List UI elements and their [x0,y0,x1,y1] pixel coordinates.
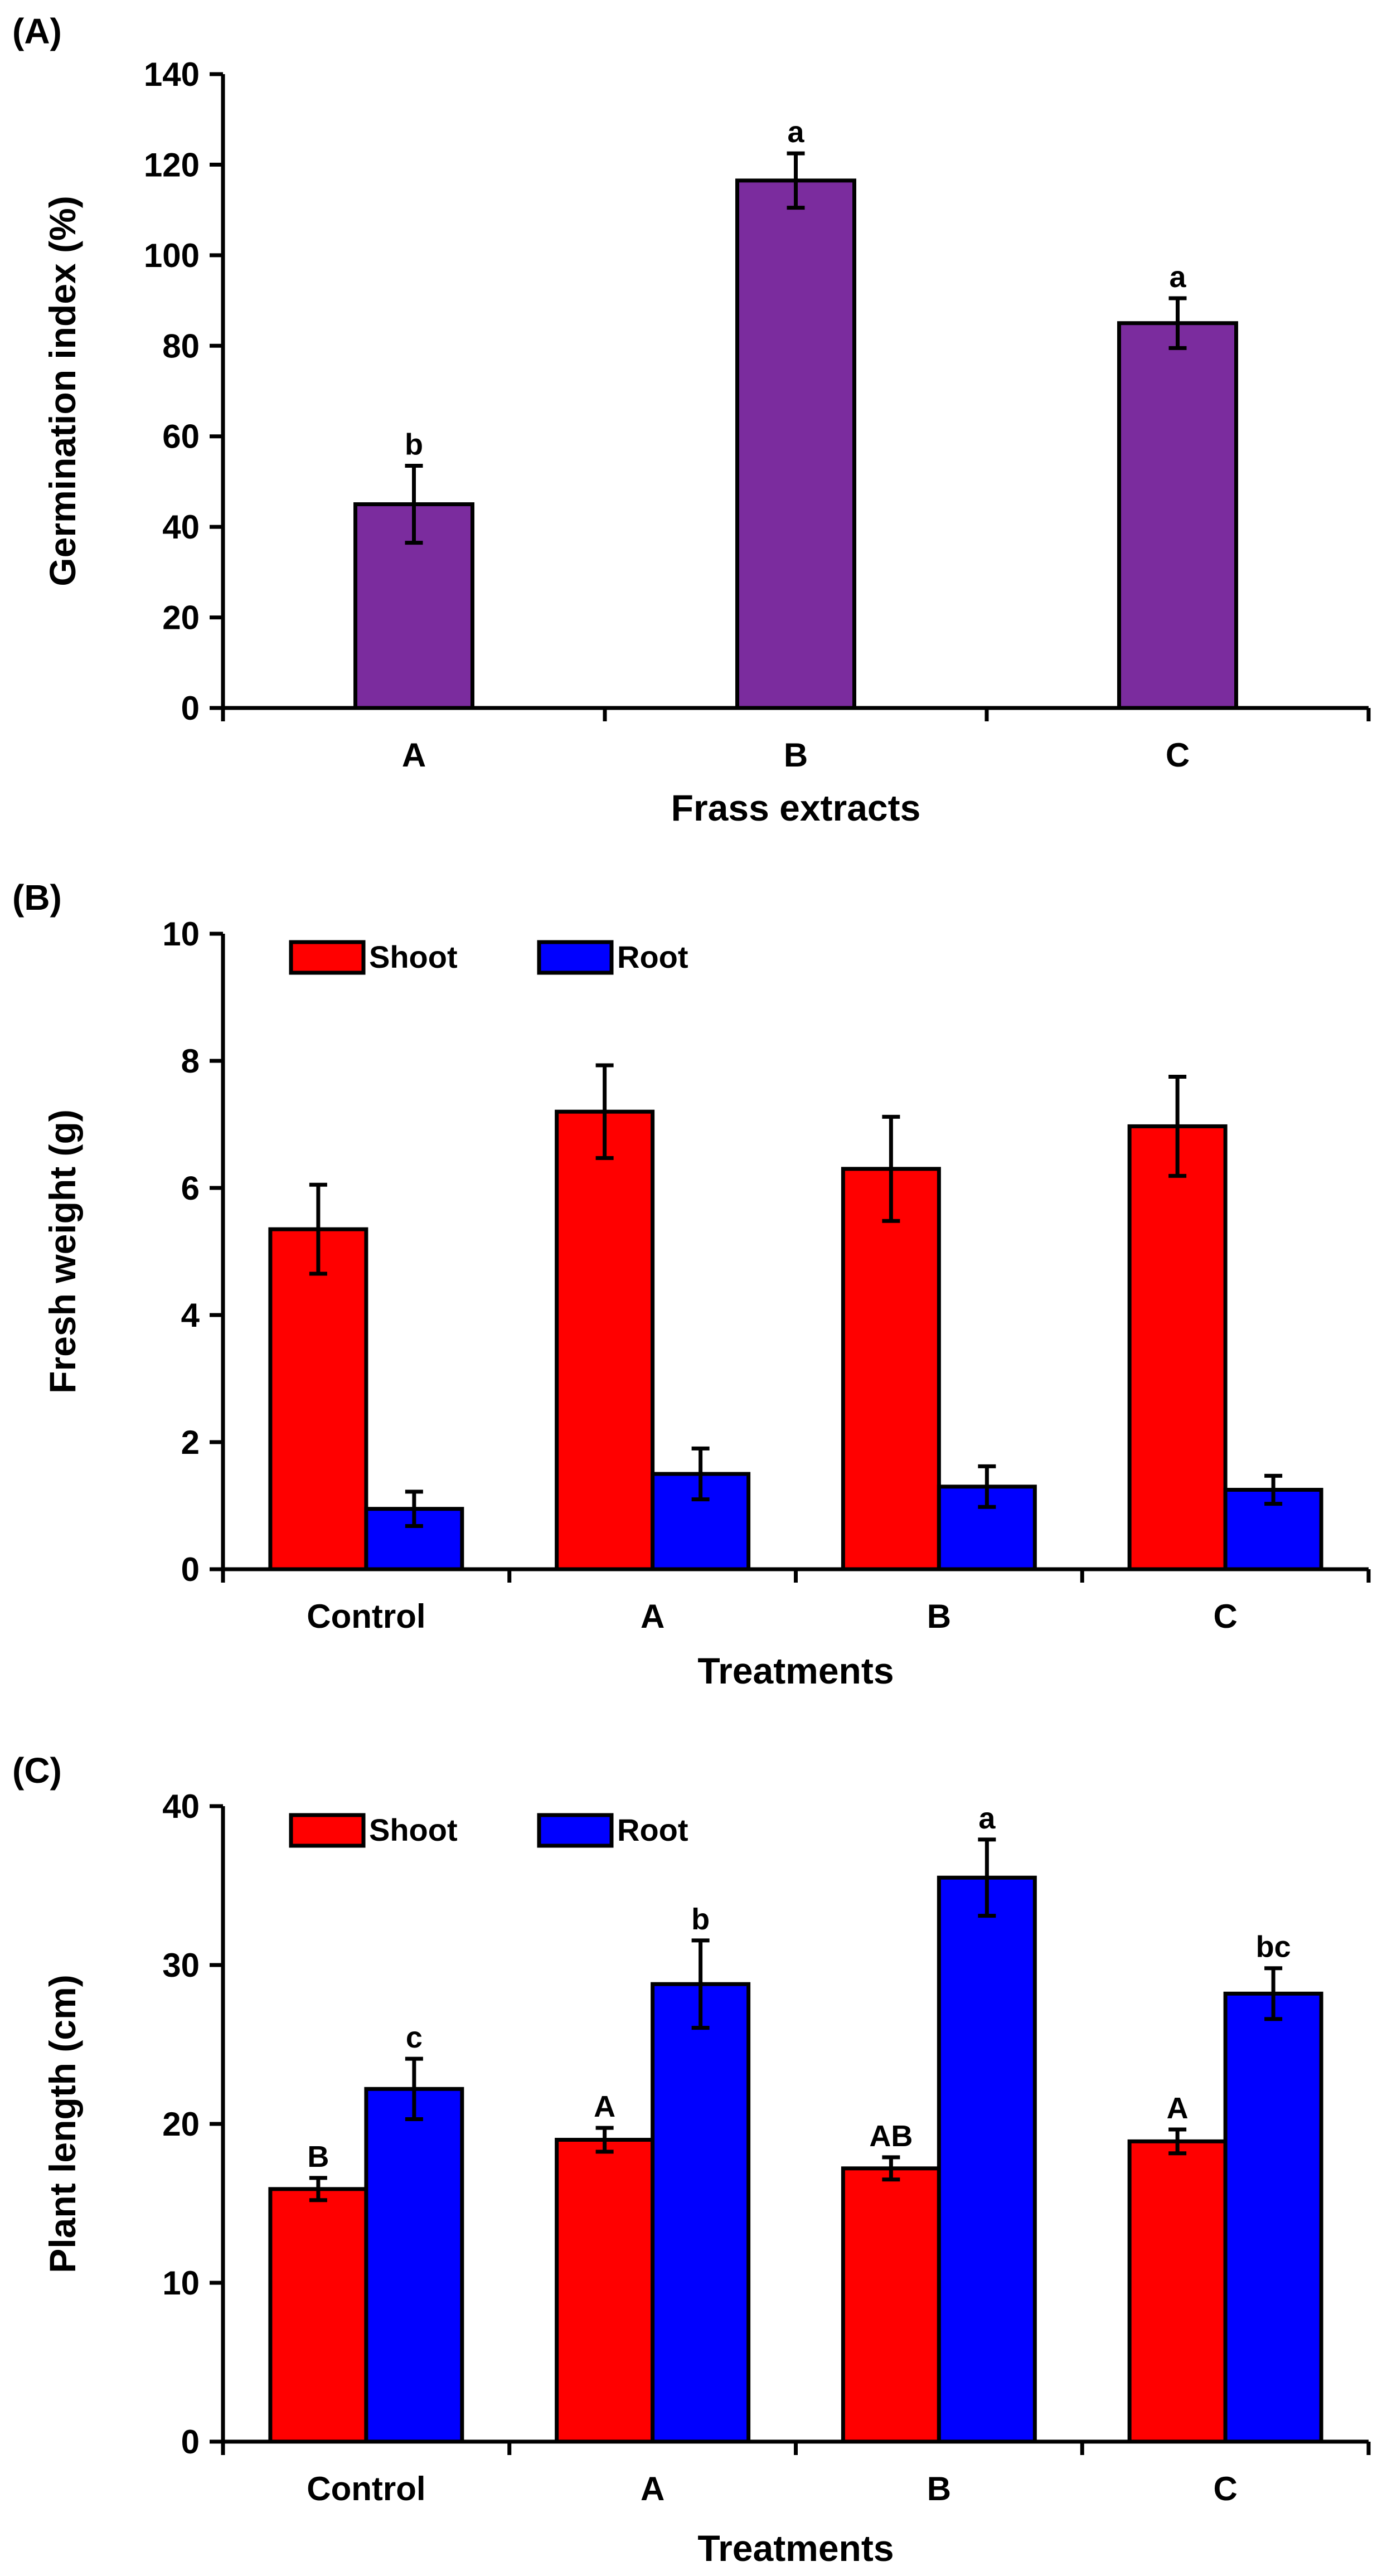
x-tick-label: B [927,2470,951,2507]
x-axis-title: Treatments [697,1650,894,1691]
bar-shoot-c [1127,2139,1228,2444]
panel-label: (A) [12,11,62,51]
bar-shoot-control [268,2187,368,2444]
y-tick-label: 40 [162,1788,200,1825]
x-tick-label: A [641,1598,665,1635]
significance-letter: b [405,428,423,462]
y-tick-label: 140 [144,56,200,93]
significance-letter: A [594,2090,615,2123]
bar-root-b [937,1875,1037,2444]
legend-label-shoot: Shoot [369,1812,458,1847]
x-axis-title: Treatments [697,2528,894,2569]
y-tick-label: 60 [162,418,200,455]
significance-letter: a [1169,260,1186,294]
legend-swatch-shoot [289,940,366,975]
significance-letter: a [978,1802,996,1835]
x-tick-label: A [641,2470,665,2507]
y-axis-title: Fresh weight (g) [42,1109,83,1394]
y-tick-label: 0 [181,1551,200,1588]
panel-a: (A) b a a 0 20 40 60 80 100 120 140 A B C Frass extract… [12,11,1371,828]
y-tick-label: 20 [162,599,200,637]
x-tick-label: Control [307,1598,425,1635]
bar-germination-index-b [735,178,856,710]
significance-letter: c [406,2021,423,2054]
significance-letter: bc [1256,1930,1291,1964]
significance-letter: AB [869,2119,913,2153]
y-tick-label: 30 [162,1947,200,1984]
y-tick-label: 10 [162,2264,200,2302]
bar-root-control [364,2087,464,2444]
y-tick-label: 0 [181,2423,200,2461]
x-tick-label: C [1213,1598,1237,1635]
bar-shoot-a [555,1109,655,1571]
legend: Shoot Root [289,1812,688,1848]
panel-b: (B) 0 2 4 6 8 10 Control A B C Treatments Fresh weig… [12,877,1371,1691]
x-tick-label: C [1213,2470,1237,2507]
x-tick-label: B [784,736,808,774]
y-tick-label: 8 [181,1042,200,1080]
y-tick-label: 20 [162,2106,200,2143]
y-tick-label: 100 [144,237,200,274]
significance-letter: a [787,115,804,149]
bar-shoot-b [841,2166,941,2444]
y-tick-label: 2 [181,1424,200,1461]
significance-letter: A [1167,2092,1189,2125]
x-axis-title: Frass extracts [671,787,921,828]
panel-label: (C) [12,1750,62,1791]
bar-shoot-b [841,1167,941,1571]
bar-germination-index-c [1117,321,1238,710]
significance-letter: B [307,2140,329,2174]
legend-swatch-root [537,940,614,975]
y-tick-label: 10 [162,915,200,953]
x-tick-label: A [402,736,426,774]
bar-shoot-c [1127,1124,1228,1571]
x-tick-label: C [1166,736,1190,774]
legend-swatch-root [537,1813,614,1848]
y-tick-label: 0 [181,690,200,727]
bar-shoot-a [555,2138,655,2444]
y-tick-label: 120 [144,146,200,183]
legend-label-root: Root [617,1812,688,1847]
legend-label-root: Root [617,939,688,974]
x-tick-label: Control [307,2470,425,2507]
bar-root-a [651,1982,751,2444]
y-axis-title: Germination index (%) [42,196,83,586]
significance-letter: b [691,1903,710,1936]
y-tick-label: 4 [181,1297,200,1334]
bar-root-c [1223,1991,1323,2444]
panel-label: (B) [12,877,62,918]
y-tick-label: 40 [162,508,200,546]
y-tick-label: 80 [162,327,200,365]
y-axis-title: Plant length (cm) [42,1975,83,2273]
x-tick-label: B [927,1598,951,1635]
legend-label-shoot: Shoot [369,939,458,974]
legend-swatch-shoot [289,1813,366,1848]
y-tick-label: 6 [181,1170,200,1207]
legend: Shoot Root [289,939,688,975]
bar-shoot-control [268,1227,368,1571]
